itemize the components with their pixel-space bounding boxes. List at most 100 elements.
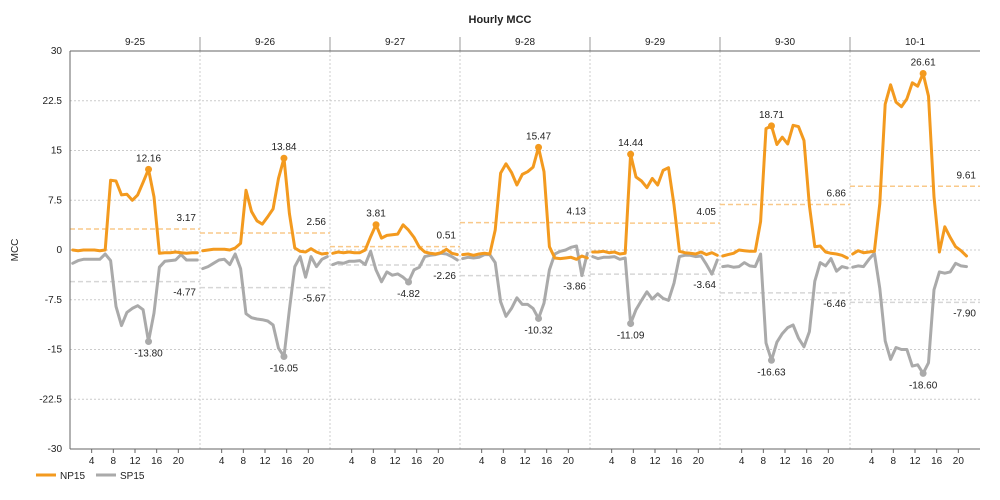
day-label: 9-27 xyxy=(385,37,405,48)
hour-tick-label: 8 xyxy=(891,456,897,467)
sp15-trough-marker xyxy=(535,314,543,322)
hour-tick-label: 20 xyxy=(953,456,965,467)
np15-average-label: 9.61 xyxy=(957,170,977,181)
y-axis-label: MCC xyxy=(10,239,21,262)
hour-tick-label: 16 xyxy=(671,456,683,467)
sp15-trough-label: -16.63 xyxy=(757,367,786,378)
hour-tick-label: 4 xyxy=(219,456,225,467)
np15-line-day-6 xyxy=(721,123,849,260)
hour-tick-label: 8 xyxy=(241,456,247,467)
sp15-line-day-1 xyxy=(71,252,199,343)
axis-layer: 30 22.5 15 7.5 0 -7.5 -15 -22.5 -30 9-25 4 8 12 16 20 9… xyxy=(39,37,980,467)
hour-tick-label: 8 xyxy=(761,456,767,467)
np15-line-day-2 xyxy=(201,156,329,256)
sp15-trough-marker xyxy=(767,356,775,364)
np15-peak-label: 26.61 xyxy=(911,57,936,68)
hour-tick-label: 8 xyxy=(631,456,637,467)
sp15-trough-marker xyxy=(627,320,635,328)
data-labels: 3.17 -4.77 2.56 -5.67 0.51 -2.26 4.13 -3.86 4.05… xyxy=(134,57,976,391)
np15-average-label: 6.86 xyxy=(827,188,847,199)
np15-average-label: 3.17 xyxy=(177,213,197,224)
sp15-average-label: -3.64 xyxy=(693,280,716,291)
sp15-trough-marker xyxy=(405,278,413,286)
y-tick-label: 7.5 xyxy=(48,195,62,206)
np15-line-day-4 xyxy=(461,145,589,261)
hour-tick-label: 16 xyxy=(411,456,423,467)
np15-peak-label: 12.16 xyxy=(136,153,161,164)
hour-tick-label: 12 xyxy=(389,456,401,467)
day-label: 9-30 xyxy=(775,37,795,48)
hour-tick-label: 12 xyxy=(649,456,661,467)
legend-sp15-label: SP15 xyxy=(120,471,145,482)
np15-average-label: 4.05 xyxy=(697,207,717,218)
hour-tick-label: 4 xyxy=(479,456,485,467)
sp15-average-label: -5.67 xyxy=(303,294,326,305)
sp15-trough-label: -18.60 xyxy=(909,380,938,391)
y-tick-label: 0 xyxy=(56,245,62,256)
hour-tick-label: 20 xyxy=(823,456,835,467)
y-tick-label: -15 xyxy=(48,345,63,356)
hour-tick-label: 12 xyxy=(519,456,531,467)
series-layer xyxy=(71,72,968,375)
np15-peak-label: 13.84 xyxy=(271,142,296,153)
hour-tick-label: 20 xyxy=(303,456,315,467)
hour-tick-label: 16 xyxy=(281,456,293,467)
np15-peak-marker xyxy=(280,154,288,162)
sp15-trough-label: -11.09 xyxy=(617,331,645,342)
hour-tick-label: 20 xyxy=(433,456,445,467)
hour-tick-label: 20 xyxy=(693,456,705,467)
np15-peak-marker xyxy=(372,221,380,229)
np15-peak-marker xyxy=(767,122,775,130)
hour-tick-label: 12 xyxy=(909,456,921,467)
sp15-average-label: -7.90 xyxy=(953,308,976,319)
sp15-line-day-7 xyxy=(851,251,968,375)
y-tick-label: 15 xyxy=(51,146,63,157)
y-tick-label: -22.5 xyxy=(39,394,62,405)
np15-peak-marker xyxy=(145,165,153,173)
sp15-line-day-6 xyxy=(721,252,849,362)
np15-peak-label: 14.44 xyxy=(618,138,643,149)
sp15-trough-marker xyxy=(919,369,927,377)
day-label: 10-1 xyxy=(905,37,925,48)
hour-tick-label: 8 xyxy=(111,456,117,467)
np15-peak-marker xyxy=(535,143,543,151)
day-label: 9-26 xyxy=(255,37,275,48)
np15-line-day-1 xyxy=(71,167,199,255)
sp15-trough-label: -13.80 xyxy=(134,349,163,360)
np15-line-day-7 xyxy=(851,72,968,258)
sp15-trough-marker xyxy=(145,338,153,346)
hour-tick-label: 12 xyxy=(259,456,271,467)
np15-line-day-5 xyxy=(591,152,719,257)
np15-average-label: 2.56 xyxy=(307,217,327,228)
hour-tick-label: 4 xyxy=(349,456,355,467)
y-tick-label: -7.5 xyxy=(45,295,63,306)
sp15-line-day-4 xyxy=(461,244,589,320)
np15-peak-label: 15.47 xyxy=(526,131,551,142)
hour-tick-label: 4 xyxy=(609,456,615,467)
sp15-line-day-2 xyxy=(201,252,329,358)
legend-np15-label: NP15 xyxy=(60,471,85,482)
sp15-average-label: -6.46 xyxy=(823,299,846,310)
sp15-trough-label: -10.32 xyxy=(524,325,553,336)
hour-tick-label: 20 xyxy=(173,456,185,467)
hour-tick-label: 8 xyxy=(501,456,507,467)
np15-peak-marker xyxy=(627,150,635,158)
sp15-trough-label: -4.82 xyxy=(397,289,420,300)
hour-tick-label: 16 xyxy=(151,456,163,467)
y-tick-label: 22.5 xyxy=(43,96,63,107)
np15-peak-label: 18.71 xyxy=(759,110,784,121)
np15-average-label: 0.51 xyxy=(437,231,457,242)
sp15-average-label: -2.26 xyxy=(433,271,456,282)
sp15-average-label: -4.77 xyxy=(173,288,196,299)
day-label: 9-25 xyxy=(125,37,145,48)
sp15-line-day-5 xyxy=(591,253,719,326)
hour-tick-label: 20 xyxy=(563,456,575,467)
day-label: 9-28 xyxy=(515,37,535,48)
hour-tick-label: 4 xyxy=(869,456,875,467)
legend: NP15 SP15 xyxy=(36,471,145,482)
hour-tick-label: 12 xyxy=(779,456,791,467)
y-tick-label: -30 xyxy=(48,444,63,455)
sp15-trough-marker xyxy=(280,352,288,360)
hour-tick-label: 4 xyxy=(739,456,745,467)
